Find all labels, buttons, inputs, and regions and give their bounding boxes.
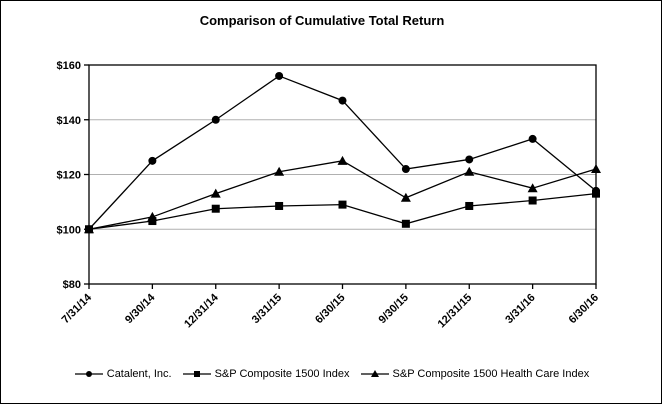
data-point-marker-triangle	[274, 166, 285, 176]
legend-item: S&P Composite 1500 Health Care Index	[360, 368, 590, 380]
data-point-marker-circle	[275, 71, 284, 80]
x-tick-label: 9/30/15	[377, 292, 411, 326]
y-tick-label: $120	[57, 170, 81, 182]
x-tick-label: 3/31/16	[503, 292, 537, 326]
data-point-marker-triangle	[210, 188, 221, 198]
legend-label: S&P Composite 1500 Index	[214, 368, 350, 380]
data-point-marker-triangle	[464, 166, 475, 176]
data-point-marker-circle	[338, 96, 347, 105]
data-point-marker-triangle	[400, 192, 411, 202]
data-point-marker-square	[401, 219, 410, 228]
data-point-marker-square	[338, 200, 347, 209]
x-tick-label: 7/31/14	[60, 291, 95, 326]
legend-triangle-icon	[360, 370, 389, 377]
data-point-marker-circle	[401, 165, 410, 174]
data-point-marker-square	[148, 217, 157, 226]
x-tick-label: 12/31/15	[436, 292, 475, 331]
data-point-marker-square	[275, 201, 284, 210]
legend-square-icon	[182, 371, 211, 377]
data-point-marker-triangle	[591, 164, 601, 174]
y-tick-label: $80	[63, 279, 81, 291]
x-tick-label: 12/31/14	[182, 291, 221, 330]
y-tick-label: $140	[57, 115, 81, 127]
data-point-marker-square	[592, 189, 600, 198]
legend-label: Catalent, Inc.	[106, 368, 172, 380]
data-point-marker-square	[528, 196, 537, 205]
data-point-marker-square	[465, 201, 474, 210]
series-line-square	[88, 193, 597, 230]
x-tick-label: 6/30/15	[313, 292, 347, 326]
legend-circle-icon	[74, 371, 103, 377]
legend-item: Catalent, Inc.	[74, 368, 172, 380]
data-point-marker-triangle	[337, 155, 348, 165]
chart-title: Comparison of Cumulative Total Return	[199, 13, 445, 28]
data-point-marker-circle	[465, 155, 474, 164]
legend-item: S&P Composite 1500 Index	[182, 368, 350, 380]
legend-label: S&P Composite 1500 Health Care Index	[392, 368, 590, 380]
data-point-marker-circle	[148, 156, 157, 165]
data-point-marker-square	[85, 225, 93, 234]
chart-legend: Catalent, Inc. S&P Composite 1500 Index S&…	[1, 365, 661, 383]
x-tick-label: 6/30/16	[567, 292, 601, 326]
x-tick-label: 3/31/15	[250, 292, 284, 326]
y-tick-label: $160	[57, 60, 81, 72]
data-point-marker-circle	[528, 134, 537, 143]
x-tick-label: 9/30/14	[123, 291, 158, 326]
data-point-marker-triangle	[527, 183, 538, 193]
data-point-marker-circle	[211, 115, 220, 124]
y-tick-label: $100	[57, 224, 81, 236]
data-point-marker-square	[211, 204, 220, 213]
